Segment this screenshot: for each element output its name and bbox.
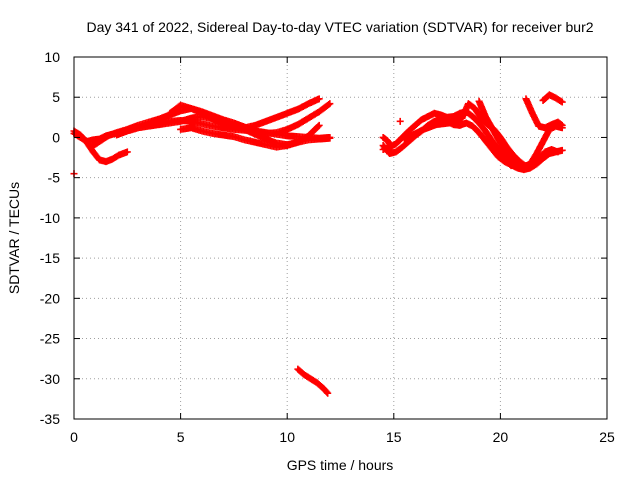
data-points: [70, 91, 566, 397]
plot-frame: [73, 56, 608, 420]
data-point: [123, 148, 131, 156]
x-tick-label: 20: [493, 429, 509, 445]
x-tick-label: 25: [599, 429, 615, 445]
axis-ticks: [73, 56, 608, 420]
data-point: [558, 146, 566, 154]
series-arc-8: [294, 365, 332, 397]
y-tick-label: 5: [52, 89, 60, 105]
data-point: [554, 148, 562, 156]
data-point: [396, 117, 404, 125]
data-point: [557, 97, 565, 105]
data-point: [326, 100, 334, 108]
data-point: [506, 160, 514, 168]
x-axis-title: GPS time / hours: [287, 457, 394, 473]
series-arc-13: [522, 95, 566, 132]
data-point: [557, 121, 565, 129]
data-point: [315, 121, 323, 129]
data-point: [558, 98, 566, 106]
series-arc-15: [379, 133, 396, 151]
y-tick-label: 0: [52, 129, 60, 145]
series-arc-12: [475, 97, 566, 170]
y-tick-label: -15: [40, 250, 60, 266]
data-point: [323, 388, 331, 396]
x-tick-label: 0: [70, 429, 78, 445]
data-point: [326, 134, 334, 142]
y-tick-label: -25: [40, 331, 60, 347]
y-tick-label: -35: [40, 411, 60, 427]
data-point: [387, 142, 395, 150]
data-point: [325, 101, 333, 109]
data-point: [314, 122, 322, 130]
data-point: [507, 162, 515, 170]
data-point: [315, 95, 323, 103]
x-tick-label: 15: [386, 429, 402, 445]
y-tick-label: -30: [40, 371, 60, 387]
x-tick-label: 10: [279, 429, 295, 445]
y-tick-labels: 10 5 0 -5 -10 -15 -20 -25 -30 -35: [40, 49, 60, 427]
series-arc-5: [166, 95, 323, 132]
x-tick-label: 5: [177, 429, 185, 445]
data-point: [388, 143, 396, 151]
y-tick-label: -20: [40, 290, 60, 306]
data-point: [558, 121, 566, 129]
x-tick-labels: 0 5 10 15 20 25: [70, 429, 615, 445]
grid-lines: [74, 57, 607, 419]
chart-title: Day 341 of 2022, Sidereal Day-to-day VTE…: [86, 19, 593, 35]
data-point: [324, 389, 332, 397]
series-arc-6: [177, 124, 334, 151]
y-axis-title: SDTVAR / TECUs: [6, 182, 22, 294]
y-tick-label: -10: [40, 210, 60, 226]
y-tick-label: -5: [48, 170, 61, 186]
series-arc-14: [539, 91, 566, 106]
series-arc-16: [396, 117, 404, 125]
y-tick-label: 10: [44, 49, 60, 65]
